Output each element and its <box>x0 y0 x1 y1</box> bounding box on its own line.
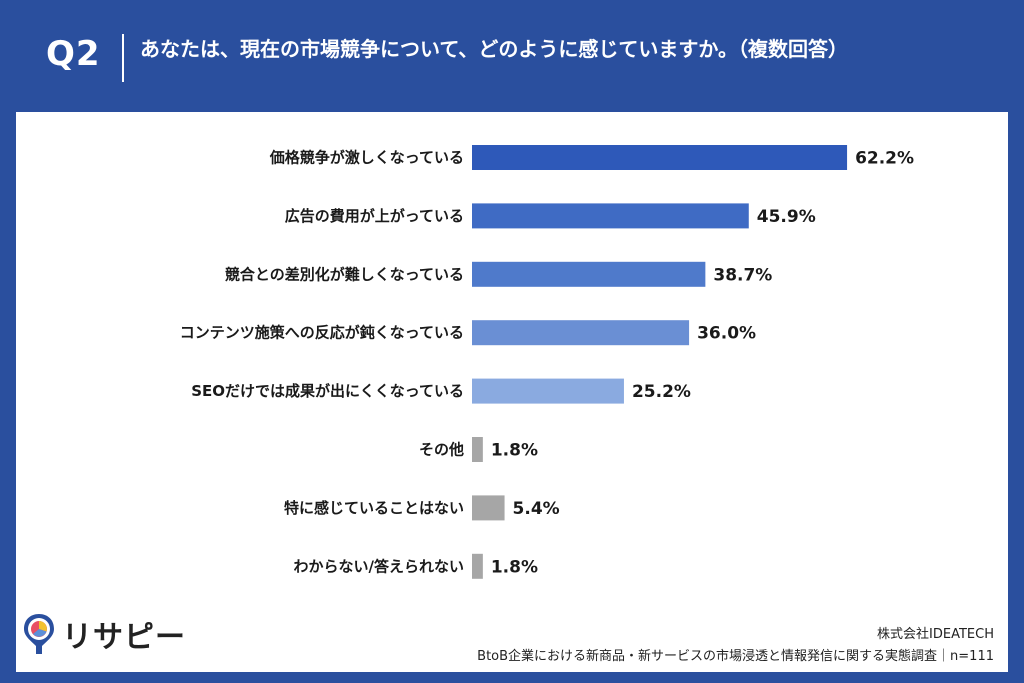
pin-logo-icon <box>24 614 54 654</box>
value-label: 1.8% <box>491 441 538 461</box>
category-label: 競合との差別化が難しくなっている <box>225 265 464 283</box>
value-label: 45.9% <box>757 207 816 227</box>
question-text: あなたは、現在の市場競争について、どのように感じていますか。（複数回答） <box>140 37 848 61</box>
bar <box>472 437 483 462</box>
value-label: 25.2% <box>632 382 691 402</box>
brand-logo: リサピー <box>22 612 186 656</box>
value-label: 38.7% <box>713 265 772 285</box>
category-label: 特に感じていることはない <box>284 499 464 517</box>
bar <box>472 320 690 346</box>
header-divider <box>122 34 124 82</box>
category-label: コンテンツ施策への反応が鈍くなっている <box>180 324 464 342</box>
bar <box>472 261 706 287</box>
footer: 株式会社IDEATECH BtoB企業における新商品・新サービスの市場浸透と情報… <box>477 624 994 668</box>
value-label: 62.2% <box>855 149 914 169</box>
bar <box>472 145 848 170</box>
bar <box>472 553 483 579</box>
survey-info: BtoB企業における新商品・新サービスの市場浸透と情報発信に関する実態調査｜n=… <box>477 649 994 664</box>
bar <box>472 203 749 229</box>
category-label: SEOだけでは成果が出にくくなっている <box>191 382 464 400</box>
value-label: 1.8% <box>491 557 538 577</box>
company-name: 株式会社IDEATECH <box>877 627 994 642</box>
value-label: 36.0% <box>697 324 756 344</box>
header: Q2 あなたは、現在の市場競争について、どのように感じていますか。（複数回答） <box>0 0 1024 110</box>
category-label: 広告の費用が上がっている <box>285 207 464 225</box>
category-label: わからない/答えられない <box>294 557 464 575</box>
category-label: その他 <box>419 441 464 459</box>
bars-layer: 価格競争が激しくなっている 62.2% 広告の費用が上がっている 45.9% 競合との差… <box>180 145 914 579</box>
category-label: 価格競争が激しくなっている <box>269 149 464 167</box>
value-label: 5.4% <box>513 499 560 519</box>
bar <box>472 378 624 404</box>
bar <box>472 495 505 521</box>
brand-name: リサピー <box>62 620 186 655</box>
question-number: Q2 <box>46 34 101 74</box>
